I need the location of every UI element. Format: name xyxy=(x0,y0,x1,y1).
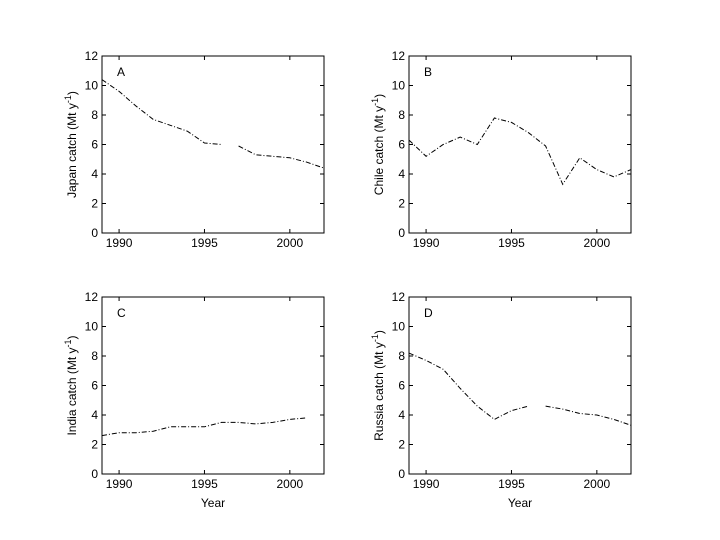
y-tick-label: 0 xyxy=(398,467,405,481)
y-tick-label: 8 xyxy=(398,108,405,122)
y-tick-label: 8 xyxy=(398,349,405,363)
y-tick-label: 0 xyxy=(91,226,98,240)
y-axis-label: Japan catch (Mt y-1) xyxy=(63,91,79,198)
x-tick-label: 2000 xyxy=(583,477,610,491)
panel-a: 0 2 4 6 8 10 12 1990 1995 2000 A Japan catch (Mt y-… xyxy=(63,49,325,250)
series-line-d xyxy=(408,352,529,420)
y-tick-label: 6 xyxy=(91,138,98,152)
x-axis-label: Year xyxy=(201,496,225,510)
y-tick-label: 6 xyxy=(398,138,405,152)
plot-frame xyxy=(408,296,632,475)
y-axis-label-text: Chile catch (Mt y xyxy=(372,106,386,195)
y-tick-label: 12 xyxy=(392,49,406,63)
y-tick-label: 4 xyxy=(398,167,405,181)
y-tick-label: 10 xyxy=(85,79,99,93)
x-tick-label: 1995 xyxy=(498,236,525,250)
x-tick-label: 2000 xyxy=(276,477,303,491)
y-axis-label-end: ) xyxy=(372,94,386,98)
series-line-a xyxy=(101,79,222,145)
x-tick-label: 1990 xyxy=(413,236,440,250)
y-axis-label-sup: -1 xyxy=(370,98,380,106)
panel-b: 0 2 4 6 8 10 12 1990 1995 2000 B Chile catch (Mt y-… xyxy=(370,49,632,250)
series-line-a xyxy=(238,145,325,169)
y-axis-label: Chile catch (Mt y-1) xyxy=(370,94,386,195)
series-line-b xyxy=(408,117,632,186)
y-tick-label: 12 xyxy=(392,290,406,304)
y-tick-label: 12 xyxy=(85,290,99,304)
y-tick-label: 10 xyxy=(392,79,406,93)
y-tick-label: 10 xyxy=(85,320,99,334)
series-line-c xyxy=(101,417,307,437)
y-tick-label: 2 xyxy=(91,438,98,452)
x-tick-label: 1995 xyxy=(191,477,218,491)
panel-c: 0 2 4 6 8 10 12 1990 1995 2000 C India catch (Mt y-… xyxy=(63,290,325,510)
y-axis-label-text: Russia catch (Mt y xyxy=(372,342,386,441)
x-tick-label: 1995 xyxy=(191,236,218,250)
y-tick-label: 10 xyxy=(392,320,406,334)
y-axis-label-end: ) xyxy=(65,335,79,339)
y-tick-label: 2 xyxy=(398,197,405,211)
plot-frame xyxy=(101,55,325,234)
x-tick-label: 1990 xyxy=(106,477,133,491)
y-axis-label-sup: -1 xyxy=(63,95,73,103)
x-tick-label: 1990 xyxy=(413,477,440,491)
x-tick-label: 1990 xyxy=(106,236,133,250)
y-tick-label: 2 xyxy=(91,197,98,211)
y-axis-label-sup: -1 xyxy=(63,339,73,347)
y-axis-label-end: ) xyxy=(372,330,386,334)
y-axis-label-text: India catch (Mt y xyxy=(65,347,79,435)
y-tick-label: 4 xyxy=(91,408,98,422)
y-tick-label: 0 xyxy=(398,226,405,240)
y-axis-label-text: Japan catch (Mt y xyxy=(65,103,79,198)
x-tick-label: 2000 xyxy=(583,236,610,250)
x-axis-label: Year xyxy=(508,496,532,510)
y-tick-label: 4 xyxy=(398,408,405,422)
panel-letter: A xyxy=(117,65,125,79)
y-tick-label: 2 xyxy=(398,438,405,452)
y-tick-label: 6 xyxy=(91,379,98,393)
y-tick-label: 12 xyxy=(85,49,99,63)
y-tick-label: 6 xyxy=(398,379,405,393)
y-axis-label-sup: -1 xyxy=(370,334,380,342)
series-line-d xyxy=(545,405,632,426)
y-tick-label: 8 xyxy=(91,349,98,363)
plot-frame xyxy=(101,296,325,475)
y-tick-label: 0 xyxy=(91,467,98,481)
y-tick-label: 8 xyxy=(91,108,98,122)
plot-frame xyxy=(408,55,632,234)
y-axis-label: Russia catch (Mt y-1) xyxy=(370,330,386,441)
x-tick-label: 2000 xyxy=(276,236,303,250)
panel-letter: B xyxy=(424,65,432,79)
panel-letter: D xyxy=(424,306,433,320)
y-axis-label-end: ) xyxy=(65,91,79,95)
y-tick-label: 4 xyxy=(91,167,98,181)
panel-d: 0 2 4 6 8 10 12 1990 1995 2000 D Russia catch (Mt y… xyxy=(370,290,632,510)
panel-letter: C xyxy=(117,306,126,320)
x-tick-label: 1995 xyxy=(498,477,525,491)
y-axis-label: India catch (Mt y-1) xyxy=(63,335,79,435)
